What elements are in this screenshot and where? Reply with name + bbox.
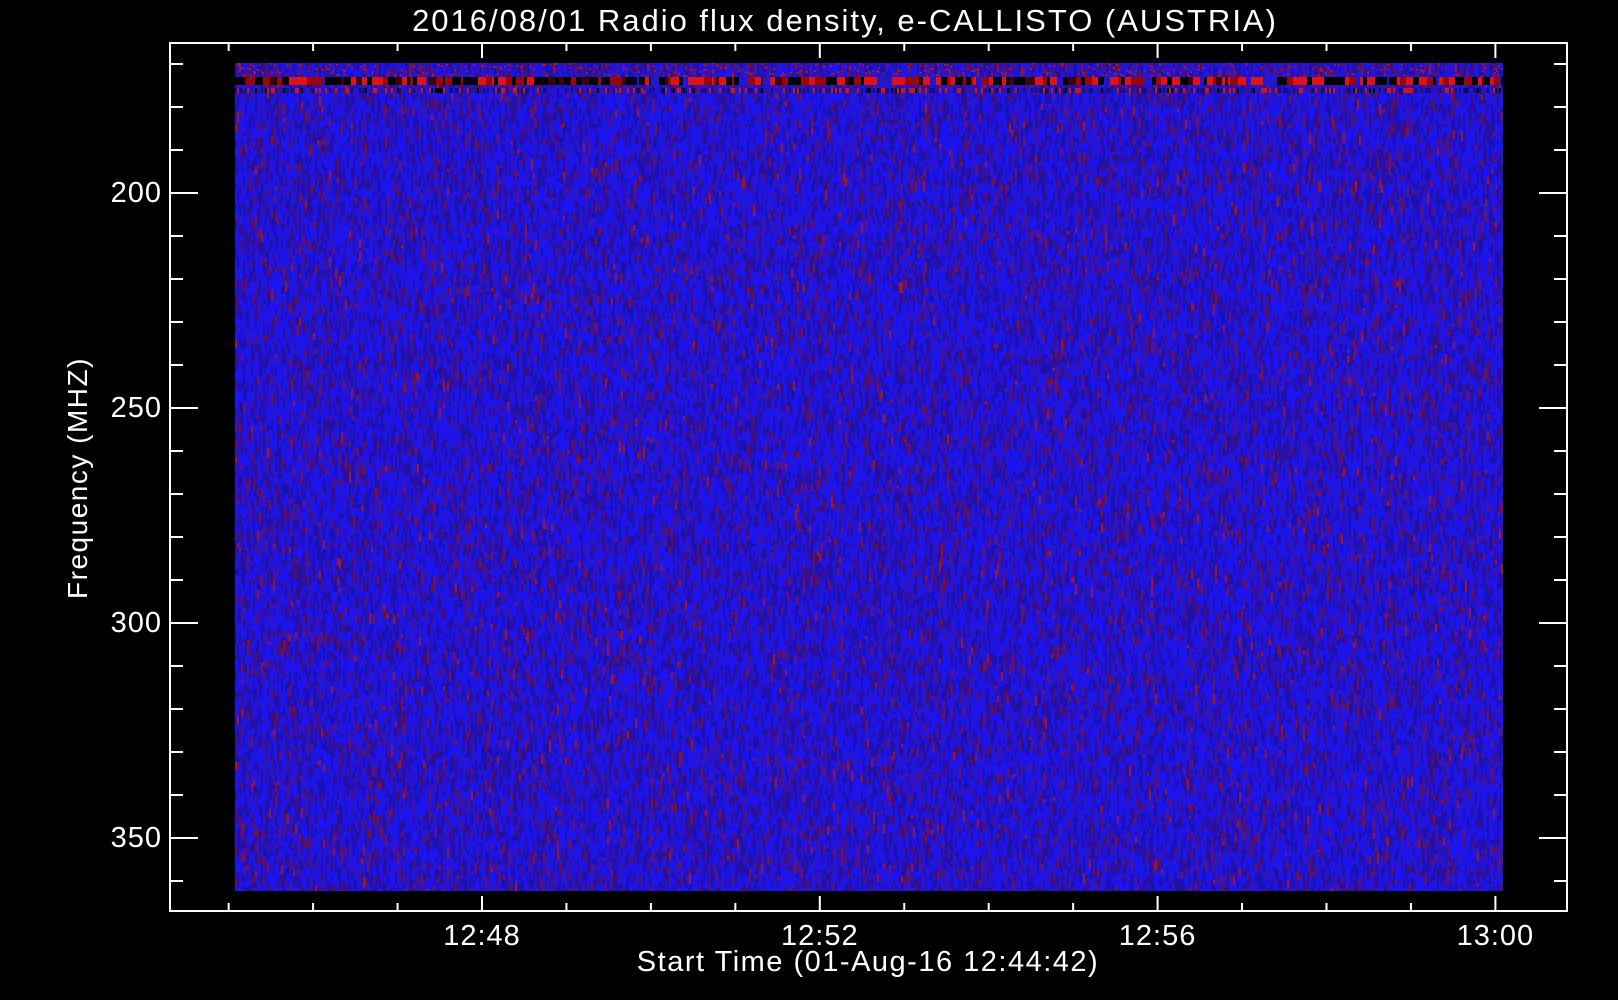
x-tick-label: 12:56 bbox=[1118, 920, 1197, 952]
x-axis-title: Start Time (01-Aug-16 12:44:42) bbox=[636, 946, 1100, 978]
x-tick-label: 12:48 bbox=[443, 920, 521, 952]
y-tick-label: 300 bbox=[110, 607, 162, 639]
x-tick-label: 12:52 bbox=[781, 920, 859, 952]
y-tick-label: 200 bbox=[110, 177, 162, 209]
y-tick-label: 250 bbox=[110, 392, 162, 424]
y-tick-label: 350 bbox=[110, 822, 162, 854]
x-tick-label: 13:00 bbox=[1456, 920, 1535, 952]
